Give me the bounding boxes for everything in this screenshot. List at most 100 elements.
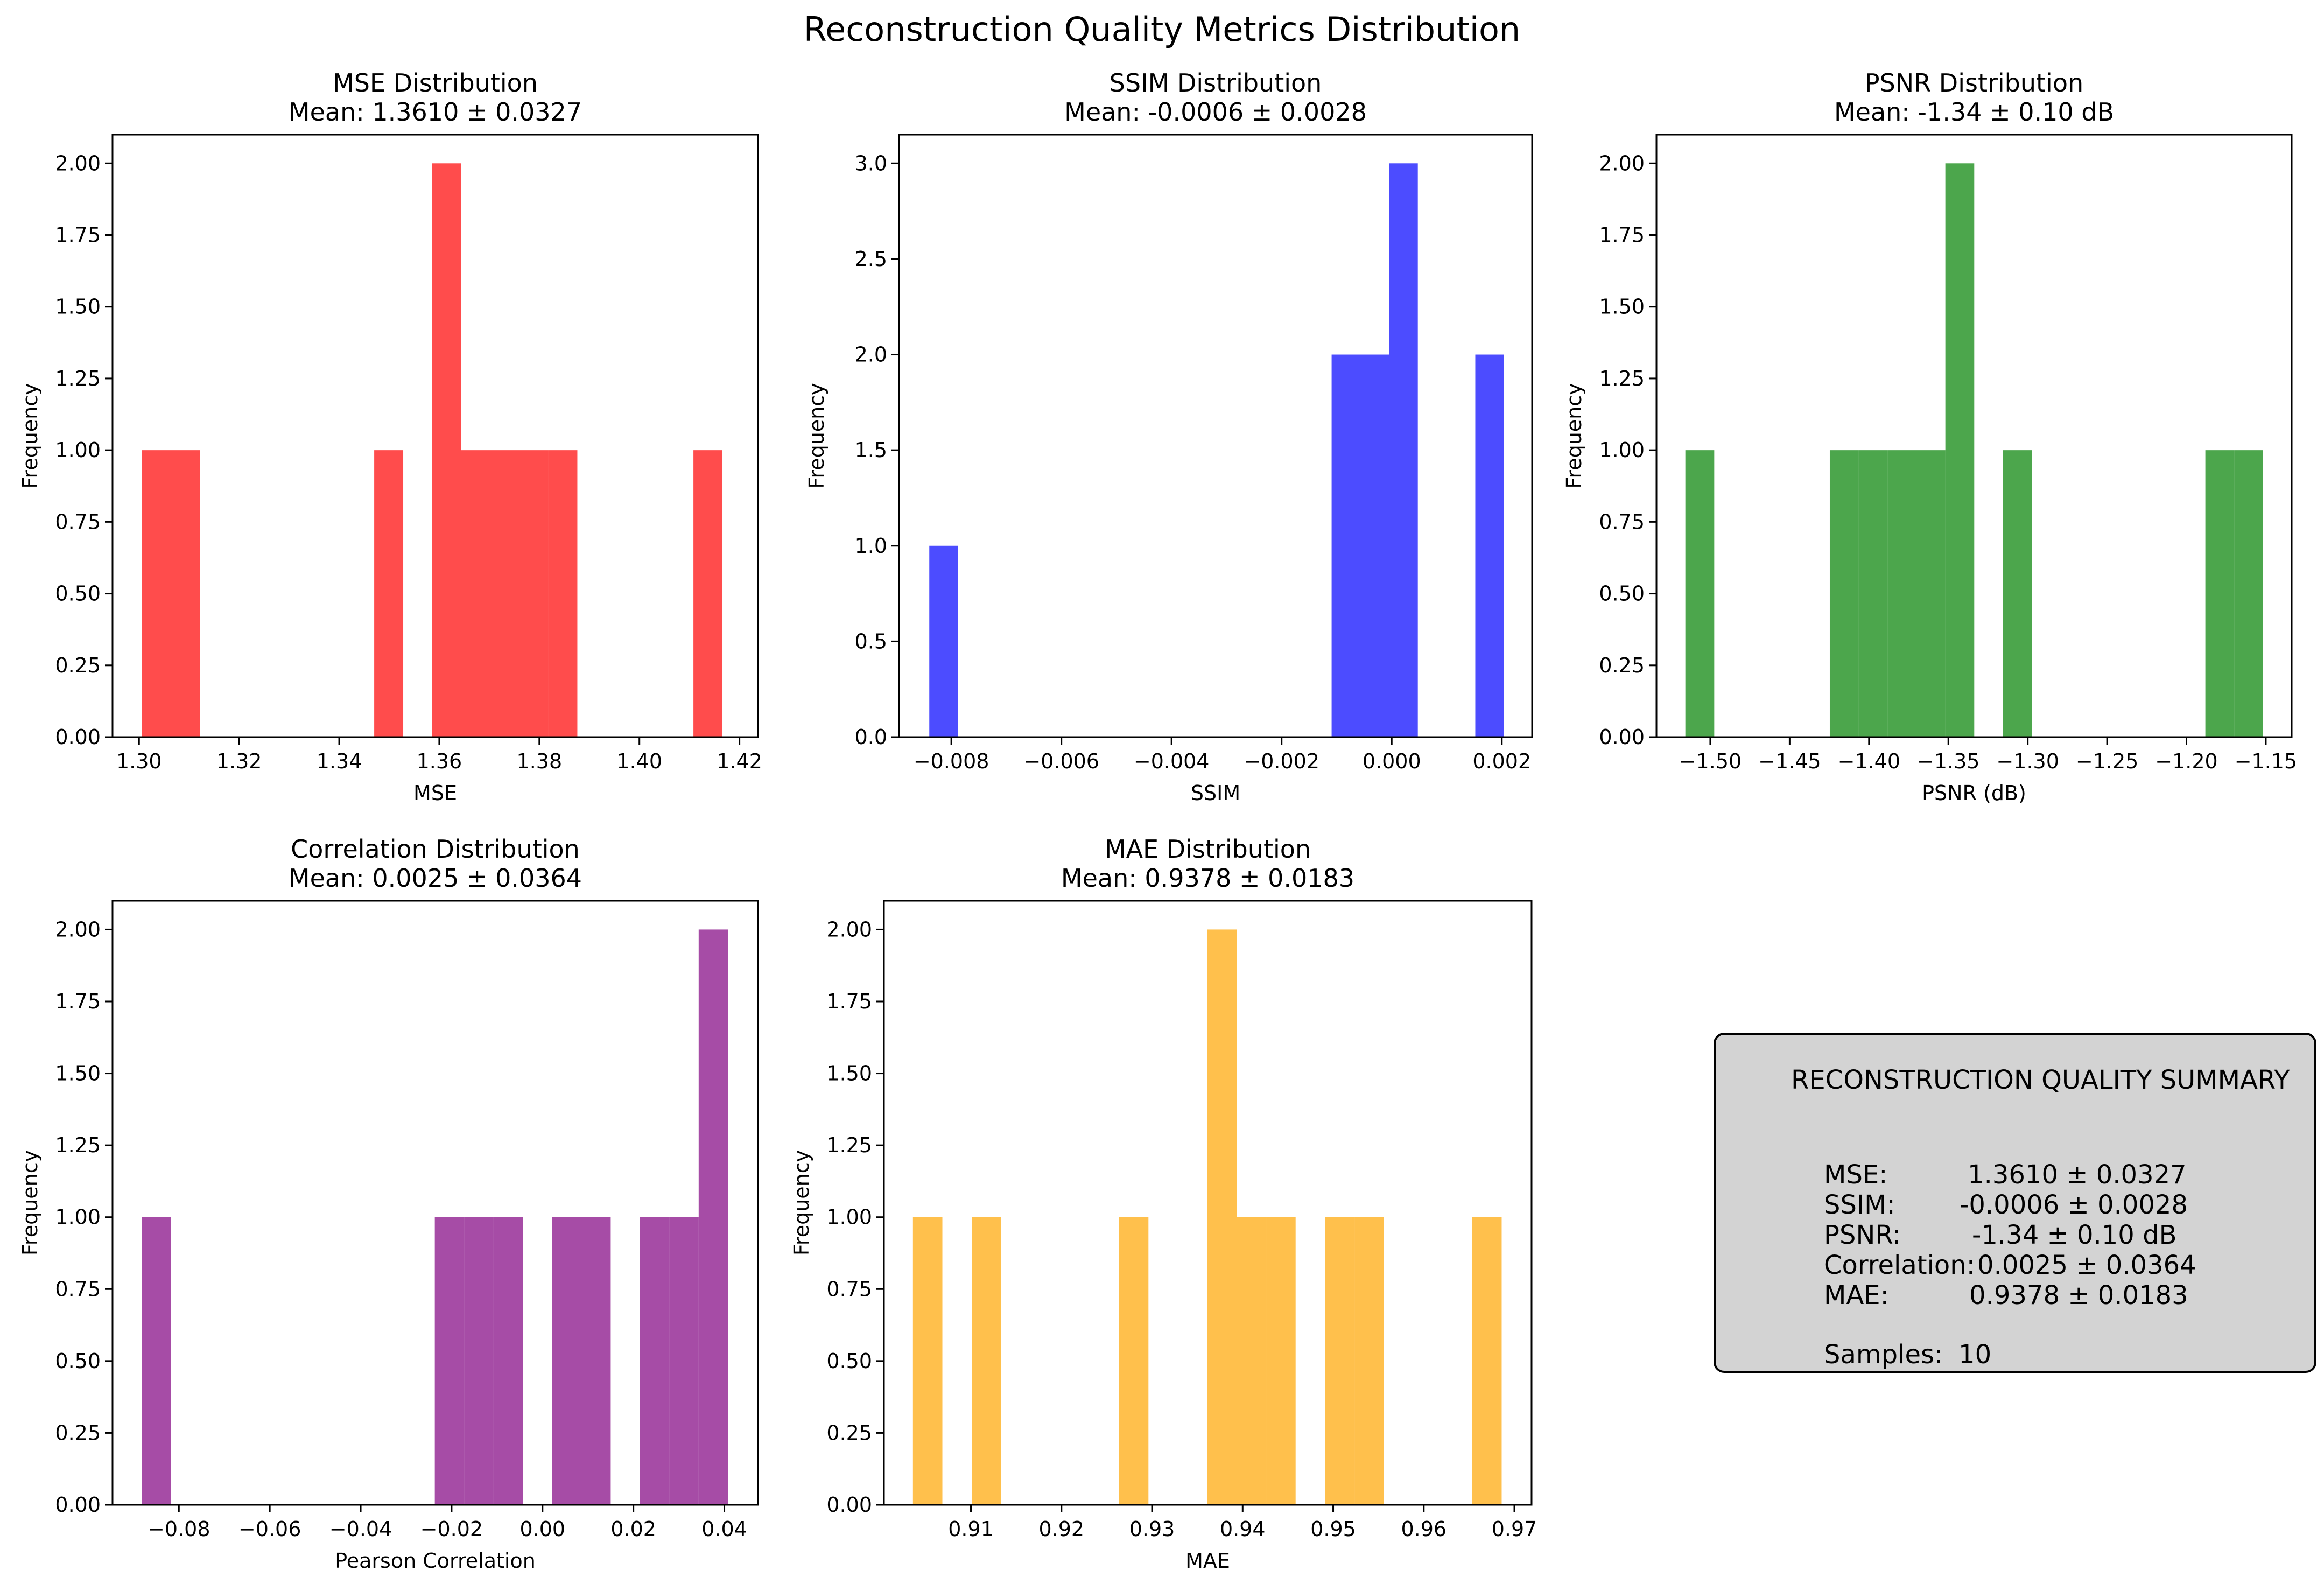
bar xyxy=(1916,450,1946,737)
y-tick-label: 0.00 xyxy=(1599,725,1645,749)
summary-label: SSIM: xyxy=(1824,1190,1895,1220)
bar xyxy=(972,1217,1001,1505)
y-tick-label: 3.0 xyxy=(855,151,887,175)
bar xyxy=(142,450,171,737)
summary-title: RECONSTRUCTION QUALITY SUMMARY xyxy=(1791,1065,2290,1095)
x-tick-label: 1.34 xyxy=(317,749,362,773)
y-tick-label: 2.00 xyxy=(55,917,101,941)
x-tick-label: 0.96 xyxy=(1401,1517,1447,1541)
y-tick-label: 0.00 xyxy=(826,1493,872,1517)
bar xyxy=(493,1217,523,1505)
bar xyxy=(1360,354,1389,737)
bar xyxy=(1475,354,1504,737)
chart-subtitle: Mean: -1.34 ± 0.10 dB xyxy=(1834,97,2114,127)
summary-row-psnr: PSNR: -1.34 ± 0.10 dB xyxy=(1791,1190,2176,1280)
x-tick-label: −0.08 xyxy=(148,1517,210,1541)
x-axis-label: SSIM xyxy=(1191,781,1240,805)
axes-frame xyxy=(898,134,1533,738)
y-tick-label: 1.25 xyxy=(55,1133,101,1157)
x-tick-label: 0.92 xyxy=(1038,1517,1084,1541)
x-tick-label: −0.02 xyxy=(420,1517,483,1541)
figure-title: Reconstruction Quality Metrics Distribut… xyxy=(803,10,1521,49)
x-tick-label: −1.15 xyxy=(2235,749,2297,773)
summary-value: 1.3610 ± 0.0327 xyxy=(1968,1160,2187,1190)
summary-value: 10 xyxy=(1958,1340,1992,1370)
x-tick-label: −1.45 xyxy=(1758,749,1821,773)
bar xyxy=(1472,1217,1502,1505)
bar xyxy=(1119,1217,1149,1505)
y-axis-label: Frequency xyxy=(18,1150,42,1256)
x-tick-label: 1.40 xyxy=(616,749,662,773)
y-tick-label: 0.0 xyxy=(855,725,887,749)
x-axis-label: MAE xyxy=(1185,1549,1230,1573)
bar xyxy=(1389,163,1418,738)
y-tick-label: 0.25 xyxy=(55,654,101,677)
bar xyxy=(432,163,461,738)
bar xyxy=(171,450,200,737)
y-tick-label: 0.50 xyxy=(55,582,101,606)
x-tick-label: 1.30 xyxy=(116,749,162,773)
y-axis-label: Frequency xyxy=(1562,383,1586,488)
bar xyxy=(1331,354,1360,737)
axes-frame xyxy=(111,900,759,1506)
y-tick-label: 1.75 xyxy=(1599,223,1645,247)
x-tick-label: −0.002 xyxy=(1244,749,1319,773)
y-tick-label: 0.00 xyxy=(55,1493,101,1517)
y-tick-label: 1.25 xyxy=(1599,367,1645,390)
chart-subtitle: Mean: -0.0006 ± 0.0028 xyxy=(1064,97,1367,127)
chart-title: MAE Distribution xyxy=(1105,835,1311,864)
bar xyxy=(519,450,549,737)
bar xyxy=(1266,1217,1296,1505)
chart-title: MSE Distribution xyxy=(333,68,538,97)
y-tick-label: 0.75 xyxy=(55,510,101,534)
bar xyxy=(912,1217,943,1505)
x-tick-label: −0.004 xyxy=(1134,749,1210,773)
x-axis-label: PSNR (dB) xyxy=(1922,781,2026,805)
bar xyxy=(929,545,958,737)
y-tick-label: 1.25 xyxy=(55,367,101,390)
x-tick-label: 1.38 xyxy=(517,749,563,773)
chart-correlation: −0.08 −0.06 −0.04 −0.02 0.00 0.02 0.04 0.00 0.25… xyxy=(18,835,759,1573)
y-tick-label: 1.00 xyxy=(1599,438,1645,462)
axes-frame xyxy=(111,134,759,738)
x-tick-label: 0.002 xyxy=(1472,749,1531,773)
chart-subtitle: Mean: 1.3610 ± 0.0327 xyxy=(289,97,582,127)
summary-row-ssim: SSIM: -0.0006 ± 0.0028 xyxy=(1791,1160,2188,1250)
x-tick-label: −1.50 xyxy=(1679,749,1742,773)
y-axis-label: Frequency xyxy=(790,1150,813,1256)
bar xyxy=(464,1217,494,1505)
x-tick-label: 1.32 xyxy=(216,749,262,773)
y-tick-label: 0.75 xyxy=(1599,510,1645,534)
y-tick-label: 1.50 xyxy=(55,295,101,319)
x-tick-label: −1.25 xyxy=(2076,749,2138,773)
summary-value: 0.0025 ± 0.0364 xyxy=(1977,1250,2196,1280)
summary-value: -0.0006 ± 0.0028 xyxy=(1960,1190,2188,1220)
bar xyxy=(548,450,578,737)
x-tick-label: 0.00 xyxy=(519,1517,565,1541)
x-tick-label: 1.42 xyxy=(717,749,762,773)
y-tick-label: 0.25 xyxy=(1599,654,1645,677)
axes-frame xyxy=(1655,134,2293,738)
bar xyxy=(669,1217,699,1505)
chart-title: Correlation Distribution xyxy=(291,835,580,864)
y-tick-label: 0.50 xyxy=(1599,582,1645,606)
y-tick-label: 0.50 xyxy=(826,1349,872,1373)
bar xyxy=(2234,450,2263,737)
y-tick-label: 1.5 xyxy=(855,438,887,462)
bar xyxy=(1829,450,1859,737)
x-tick-label: −1.20 xyxy=(2155,749,2217,773)
x-tick-label: 0.94 xyxy=(1220,1517,1266,1541)
x-tick-label: 0.02 xyxy=(610,1517,656,1541)
x-tick-label: 0.95 xyxy=(1310,1517,1356,1541)
y-tick-label: 2.00 xyxy=(826,917,872,941)
y-tick-label: 0.25 xyxy=(826,1421,872,1445)
bar xyxy=(581,1217,611,1505)
x-tick-label: 0.93 xyxy=(1129,1517,1175,1541)
bar xyxy=(1325,1217,1355,1505)
y-tick-label: 2.5 xyxy=(855,247,887,271)
bar xyxy=(552,1217,581,1505)
y-tick-label: 1.00 xyxy=(55,438,101,462)
bar xyxy=(374,450,404,737)
bar xyxy=(142,1217,171,1505)
axes-frame xyxy=(883,900,1533,1506)
